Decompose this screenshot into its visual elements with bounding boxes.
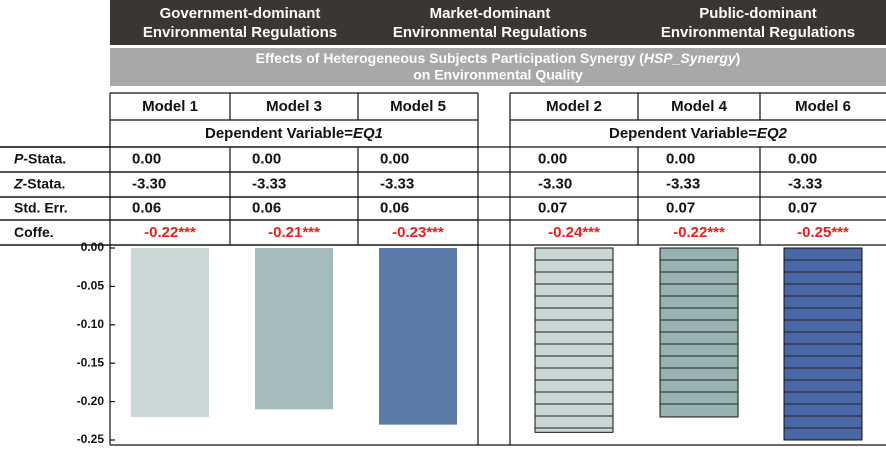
bar xyxy=(534,247,614,433)
table-cell: -3.33 xyxy=(380,175,414,192)
y-tick-label: -0.10 xyxy=(77,317,105,331)
table-cell: -3.33 xyxy=(252,175,286,192)
model-header: Model 2 xyxy=(546,98,602,115)
y-tick-label: -0.05 xyxy=(77,279,105,293)
table-cell: 0.06 xyxy=(380,199,409,216)
chart-title: on Environmental Quality xyxy=(413,67,583,83)
table-cell: -3.30 xyxy=(132,175,166,192)
title-bar xyxy=(110,48,886,86)
model-header: Model 6 xyxy=(795,98,851,115)
table-cell: -3.33 xyxy=(788,175,822,192)
model-header: Model 1 xyxy=(142,98,198,115)
model-header: Model 3 xyxy=(266,98,322,115)
table-cell: -3.33 xyxy=(666,175,700,192)
model-header: Model 4 xyxy=(671,98,727,115)
table-cell: 0.00 xyxy=(380,150,409,167)
group-header-bar xyxy=(110,0,886,45)
group-header: Environmental Regulations xyxy=(143,24,337,41)
table-cell: 0.07 xyxy=(788,199,817,216)
row-label-part: P xyxy=(14,150,24,166)
table-cell: 0.07 xyxy=(538,199,567,216)
y-tick-label: -0.25 xyxy=(77,432,105,446)
row-label-part: -Stata. xyxy=(23,175,66,191)
y-tick-label: 0.00 xyxy=(81,240,105,254)
row-label: Std. Err. xyxy=(14,199,68,215)
value-label: -0.23*** xyxy=(392,224,444,241)
chart-title: Effects of Heterogeneous Subjects Partic… xyxy=(256,50,741,66)
value-label: -0.22*** xyxy=(673,224,725,241)
dependent-variable: Dependent Variable=EQ2 xyxy=(609,125,788,142)
table-cell: -3.30 xyxy=(538,175,572,192)
dep-var: EQ1 xyxy=(353,125,383,142)
group-header: Environmental Regulations xyxy=(661,24,855,41)
table-cell: 0.06 xyxy=(132,199,161,216)
dep-text: Dependent Variable= xyxy=(205,125,353,142)
row-label-part: -Stata. xyxy=(23,150,66,166)
table-cell: 0.07 xyxy=(666,199,695,216)
table-cell: 0.00 xyxy=(788,150,817,167)
table-cell: 0.00 xyxy=(538,150,567,167)
title-part: Effects of Heterogeneous Subjects Partic… xyxy=(256,50,645,66)
dep-text: Dependent Variable= xyxy=(609,125,757,142)
table-cell: 0.00 xyxy=(252,150,281,167)
dep-var: EQ2 xyxy=(757,125,788,142)
row-label: Z-Stata. xyxy=(13,175,65,191)
title-part: ) xyxy=(736,50,741,66)
table-cell: 0.00 xyxy=(666,150,695,167)
table-cell: 0.00 xyxy=(132,150,161,167)
value-label: -0.22*** xyxy=(144,224,196,241)
model-header: Model 5 xyxy=(390,98,446,115)
row-label-part: Coffe. xyxy=(14,224,54,240)
group-header: Market-dominant xyxy=(430,5,551,22)
row-label: P-Stata. xyxy=(14,150,66,166)
value-label: -0.21*** xyxy=(268,224,320,241)
bar xyxy=(255,248,333,410)
value-label: -0.24*** xyxy=(548,224,600,241)
y-tick-label: -0.20 xyxy=(77,394,105,408)
group-header: Government-dominant xyxy=(160,5,321,22)
table-cell: 0.06 xyxy=(252,199,281,216)
y-tick-label: -0.15 xyxy=(77,355,105,369)
bar xyxy=(379,248,457,425)
title-part: HSP_Synergy xyxy=(644,50,737,66)
row-label-part: Std. Err. xyxy=(14,199,68,215)
group-header: Environmental Regulations xyxy=(393,24,587,41)
row-label-part: Z xyxy=(13,175,23,191)
value-label: -0.25*** xyxy=(797,224,849,241)
group-header: Public-dominant xyxy=(699,5,817,22)
dependent-variable: Dependent Variable=EQ1 xyxy=(205,125,383,142)
row-label: Coffe. xyxy=(14,224,54,240)
bar xyxy=(131,248,209,417)
